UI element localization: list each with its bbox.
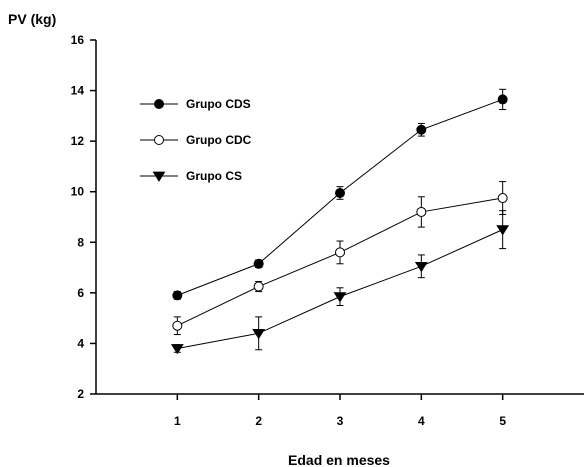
x-axis-title: Edad en meses: [288, 452, 390, 467]
data-point: [253, 281, 264, 292]
data-point: [152, 171, 166, 182]
legend-label: Grupo CDC: [186, 133, 252, 147]
legend: Grupo CDS Grupo CDC Grupo CS: [140, 97, 252, 183]
data-point: [335, 247, 345, 258]
data-point: [154, 99, 164, 109]
legend-item: Grupo CDC: [140, 133, 252, 147]
legend-label: Grupo CDS: [186, 97, 251, 111]
series-layer: [170, 88, 510, 355]
y-tick-label: 4: [77, 336, 84, 350]
y-tick-label: 10: [71, 185, 85, 199]
legend-item: Grupo CS: [140, 169, 242, 183]
data-point: [335, 187, 345, 198]
data-point: [172, 320, 183, 331]
legend-label: Grupo CS: [186, 169, 242, 183]
data-point: [172, 290, 183, 301]
data-point: [497, 94, 508, 105]
data-point: [154, 135, 164, 145]
data-point: [253, 258, 264, 269]
x-tick-label: 2: [255, 414, 262, 428]
y-tick-label: 2: [77, 387, 84, 401]
series-grupo-cs: [170, 210, 510, 355]
data-point: [170, 344, 184, 355]
data-point: [416, 124, 427, 135]
data-point: [497, 193, 508, 204]
data-point: [333, 292, 347, 303]
x-tick-label: 5: [499, 414, 506, 428]
data-point: [414, 261, 428, 273]
legend-item: Grupo CDS: [140, 97, 251, 111]
data-point: [416, 206, 427, 217]
x-tick-label: 4: [418, 414, 425, 428]
y-tick-label: 14: [71, 84, 85, 98]
x-tick-label: 1: [174, 414, 181, 428]
y-axis-title: PV (kg): [8, 11, 56, 27]
y-tick-label: 16: [71, 33, 85, 47]
y-tick-label: 6: [77, 286, 84, 300]
y-tick-label: 8: [77, 235, 84, 249]
y-tick-label: 12: [71, 134, 85, 148]
series-grupo-cdc: [172, 181, 508, 336]
data-point: [252, 328, 266, 340]
series-grupo-cds: [172, 88, 508, 301]
data-point: [496, 225, 510, 236]
x-tick-label: 3: [337, 414, 344, 428]
